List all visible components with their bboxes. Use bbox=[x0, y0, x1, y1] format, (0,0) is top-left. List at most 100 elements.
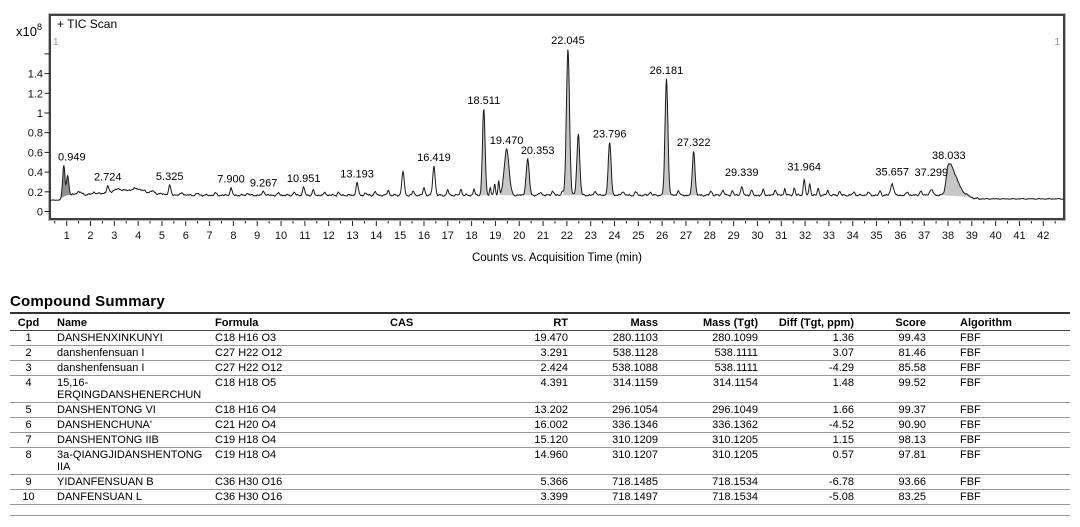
cell-cas bbox=[380, 330, 530, 346]
peak-rt-label: 10.951 bbox=[287, 173, 321, 185]
y-tick-label: 0.6 bbox=[28, 147, 43, 159]
segment-marker-left: 1 bbox=[53, 37, 59, 48]
x-tick-label: 6 bbox=[183, 230, 189, 242]
cell-cpd: 6 bbox=[10, 417, 47, 433]
y-axis: 0 0.2 0.4 0.6 0.8 1 1.2 1.4 x108 bbox=[16, 22, 50, 219]
cell-formula: C19 H18 O4 bbox=[205, 432, 380, 448]
cell-name: 15,16-ERQINGDANSHENERCHUN bbox=[47, 375, 205, 403]
cell-diff: 1.66 bbox=[762, 402, 858, 418]
x-tick-label: 38 bbox=[942, 230, 954, 242]
x-tick-label: 16 bbox=[418, 230, 430, 242]
cell-mass: 310.1209 bbox=[572, 432, 662, 448]
y-tick-label: 0.4 bbox=[28, 167, 43, 179]
x-tick-label: 20 bbox=[513, 230, 525, 242]
cell-diff: 1.15 bbox=[762, 432, 858, 448]
cell-mass: 336.1346 bbox=[572, 417, 662, 433]
cell-cas bbox=[380, 417, 530, 433]
peak-rt-label: 5.325 bbox=[156, 171, 184, 183]
peak-rt-label: 7.900 bbox=[217, 174, 245, 186]
compound-summary-section: Compound Summary Cpd Name Formula CAS RT… bbox=[0, 293, 1080, 516]
table-row: 10 DANFENSUAN L C36 H30 O16 3.399 718.1497 71… bbox=[10, 489, 1070, 505]
cell-cas bbox=[380, 474, 530, 490]
x-axis-title: Counts vs. Acquisition Time (min) bbox=[472, 252, 642, 264]
cell-cpd: 5 bbox=[10, 402, 47, 418]
x-tick-label: 12 bbox=[323, 230, 335, 242]
table-row: 1 DANSHENXINKUNYI C18 H16 O3 19.470 280.1103… bbox=[10, 330, 1070, 346]
col-header-rt: RT bbox=[530, 316, 572, 331]
table-row: 8 3a-QIANGJIDANSHENTONG IIA C19 H18 O4 14.9… bbox=[10, 447, 1070, 475]
peak-rt-label: 37.299 bbox=[914, 167, 948, 179]
table-header-row: Cpd Name Formula CAS RT Mass Mass (Tgt) … bbox=[10, 316, 1070, 331]
col-header-name: Name bbox=[47, 316, 205, 331]
peak-rt-label: 29.339 bbox=[725, 167, 759, 179]
y-tick-label: 0.8 bbox=[28, 128, 43, 140]
cell-mass: 310.1207 bbox=[572, 447, 662, 475]
col-header-cas: CAS bbox=[380, 316, 530, 331]
peak-rt-label: 19.470 bbox=[490, 135, 524, 147]
cell-name: DANSHENTONG VI bbox=[47, 402, 205, 418]
peak-rt-label: 35.657 bbox=[875, 167, 909, 179]
cell-cpd: 10 bbox=[10, 489, 47, 505]
x-tick-label: 37 bbox=[918, 230, 930, 242]
cell-score: 90.90 bbox=[858, 417, 930, 433]
cell-formula: C18 H18 O5 bbox=[205, 375, 380, 403]
cell-cas bbox=[380, 345, 530, 361]
table-row: 3 danshenfensuan I C27 H22 O12 2.424 538.108… bbox=[10, 360, 1070, 376]
cell-algorithm: FBF bbox=[930, 345, 1070, 361]
cell-formula: C18 H16 O4 bbox=[205, 402, 380, 418]
signal-label: + TIC Scan bbox=[57, 17, 117, 31]
tic-trace bbox=[49, 49, 1064, 202]
cell-cas bbox=[380, 447, 530, 475]
x-tick-label: 28 bbox=[704, 230, 716, 242]
cell-cas bbox=[380, 432, 530, 448]
x-tick-label: 9 bbox=[254, 230, 260, 242]
cell-name: DANFENSUAN L bbox=[47, 489, 205, 505]
chromatogram-panel[interactable]: 1 2 3 4 5 6 7 8 9 10 11 12 13 14 15 16 17 18 19 20 21 22 23 24 2… bbox=[0, 0, 1080, 285]
peak-rt-label: 2.724 bbox=[94, 172, 122, 184]
x-tick-label: 2 bbox=[87, 230, 93, 242]
cell-mass: 280.1103 bbox=[572, 330, 662, 346]
y-tick-label: 0.2 bbox=[28, 187, 43, 199]
x-tick-label: 15 bbox=[394, 230, 406, 242]
x-tick-label: 32 bbox=[799, 230, 811, 242]
cell-cpd: 2 bbox=[10, 345, 47, 361]
cell-rt: 16.002 bbox=[530, 417, 572, 433]
cell-mass-tgt: 336.1362 bbox=[662, 417, 762, 433]
cell-formula: C36 H30 O16 bbox=[205, 489, 380, 505]
y-tick-label: 0 bbox=[37, 207, 43, 219]
section-title: Compound Summary bbox=[10, 293, 1070, 314]
cell-algorithm: FBF bbox=[930, 375, 1070, 403]
cell-rt: 5.366 bbox=[530, 474, 572, 490]
cell-mass: 538.1088 bbox=[572, 360, 662, 376]
x-tick-label: 17 bbox=[442, 230, 454, 242]
col-header-mass: Mass bbox=[572, 316, 662, 331]
peak-rt-label: 16.419 bbox=[417, 152, 451, 164]
cell-cpd: 4 bbox=[10, 375, 47, 403]
cell-score: 85.58 bbox=[858, 360, 930, 376]
x-tick-label: 14 bbox=[370, 230, 382, 242]
table-row: 5 DANSHENTONG VI C18 H16 O4 13.202 296.1054 2… bbox=[10, 402, 1070, 418]
chromatogram-svg[interactable]: 1 2 3 4 5 6 7 8 9 10 11 12 13 14 15 16 17 18 19 20 21 22 23 24 2… bbox=[0, 0, 1080, 285]
peak-rt-label: 31.964 bbox=[787, 161, 821, 173]
x-tick-label: 5 bbox=[159, 230, 165, 242]
x-tick-label: 42 bbox=[1037, 230, 1049, 242]
segment-marker-right: 1 bbox=[1054, 37, 1060, 48]
x-tick-label: 3 bbox=[111, 230, 117, 242]
cell-algorithm: FBF bbox=[930, 432, 1070, 448]
cell-rt: 4.391 bbox=[530, 375, 572, 403]
cell-cpd: 3 bbox=[10, 360, 47, 376]
peak-rt-label: 23.796 bbox=[593, 129, 627, 141]
cell-algorithm: FBF bbox=[930, 330, 1070, 346]
compound-summary-table: Cpd Name Formula CAS RT Mass Mass (Tgt) … bbox=[10, 316, 1070, 505]
plot-area[interactable] bbox=[49, 14, 1065, 220]
cell-algorithm: FBF bbox=[930, 360, 1070, 376]
cell-cas bbox=[380, 402, 530, 418]
y-tick-label: 1 bbox=[37, 108, 43, 120]
cell-name: YIDANFENSUAN B bbox=[47, 474, 205, 490]
x-tick-label: 11 bbox=[299, 230, 310, 242]
x-tick-label: 4 bbox=[135, 230, 141, 242]
col-header-formula: Formula bbox=[205, 316, 380, 331]
table-row: 2 danshenfensuan I C27 H22 O12 3.291 538.112… bbox=[10, 345, 1070, 361]
cell-formula: C19 H18 O4 bbox=[205, 447, 380, 475]
cell-formula: C36 H30 O16 bbox=[205, 474, 380, 490]
